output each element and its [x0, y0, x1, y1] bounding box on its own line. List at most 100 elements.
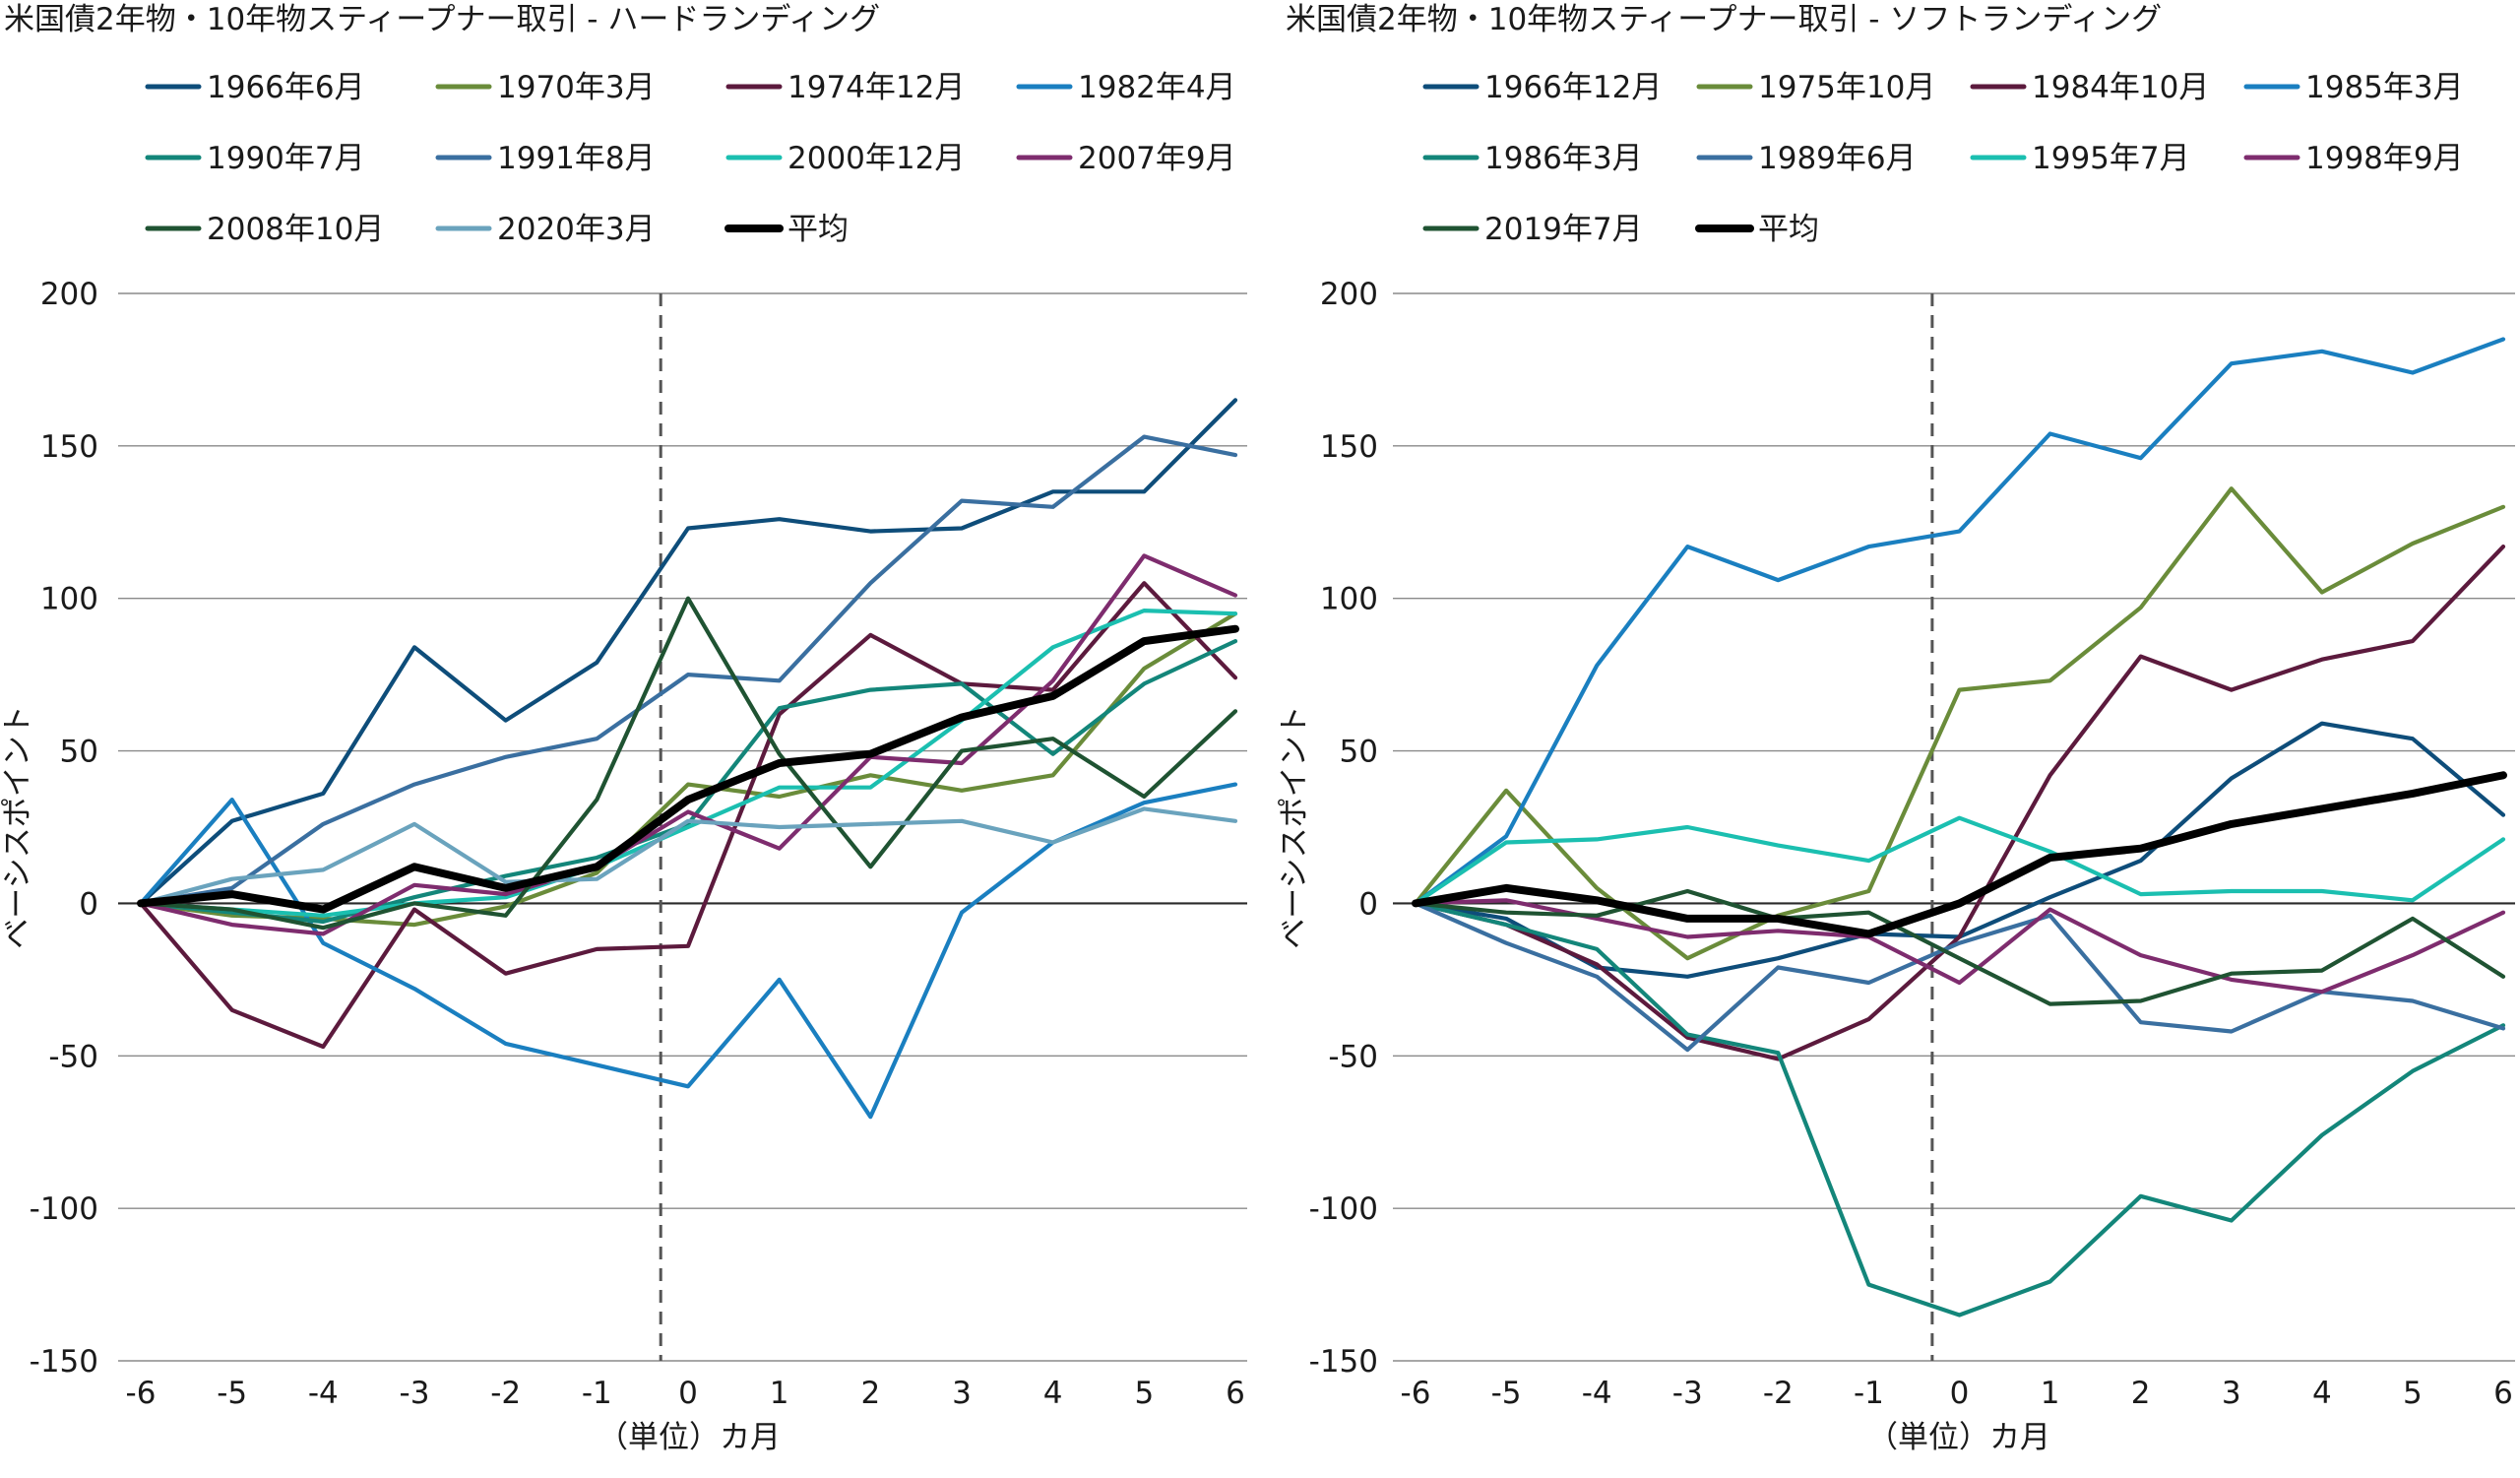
legend-label: 1986年3月 — [1484, 141, 1643, 176]
series-line — [1413, 544, 2506, 1061]
legend-item: 1975年10月 — [1696, 70, 1935, 105]
x-tick-label: 4 — [1043, 1376, 1063, 1411]
legend-item: 2020年3月 — [435, 212, 656, 247]
y-tick-label: 0 — [1358, 886, 1378, 922]
legend-label: 1989年6月 — [1758, 141, 1917, 176]
series-line — [1413, 898, 2506, 995]
x-tick-label: -6 — [1401, 1376, 1431, 1411]
legend-item: 1985年3月 — [2243, 70, 2464, 105]
y-tick-label: 100 — [1320, 582, 1378, 617]
legend-item: 2008年10月 — [145, 212, 384, 247]
legend-label: 1966年12月 — [1484, 70, 1662, 105]
series-line — [138, 611, 1238, 928]
legend-item: 1989年6月 — [1696, 141, 1917, 176]
legend-item: 1970年3月 — [435, 70, 656, 105]
x-tick-label: 0 — [678, 1376, 698, 1411]
legend-item: 1974年12月 — [725, 70, 965, 105]
legend-label: 2007年9月 — [1078, 141, 1236, 176]
legend-item: 1998年9月 — [2243, 141, 2464, 176]
legend-item: 1986年3月 — [1422, 141, 1643, 176]
x-tick-label: -3 — [1672, 1376, 1703, 1411]
x-tick-label: 6 — [2493, 1376, 2513, 1411]
y-tick-label: -50 — [48, 1039, 98, 1074]
series-line — [138, 553, 1238, 936]
x-tick-label: -1 — [1854, 1376, 1884, 1411]
y-tick-label: -150 — [30, 1344, 98, 1380]
legend-item: 平均 — [724, 212, 849, 247]
x-tick-label: -2 — [490, 1376, 521, 1411]
y-tick-label: -150 — [1309, 1344, 1378, 1380]
legend-item: 2007年9月 — [1016, 141, 1236, 176]
y-tick-label: 50 — [1340, 735, 1378, 770]
legend-label: 1984年10月 — [2032, 70, 2209, 105]
x-tick-label: 5 — [2403, 1376, 2423, 1411]
legend-label: 2020年3月 — [497, 212, 656, 247]
x-tick-label: -6 — [126, 1376, 157, 1411]
legend-label: 1991年8月 — [497, 141, 656, 176]
legend-item: 2019年7月 — [1422, 212, 1643, 247]
legend: 1966年6月 1970年3月 1974年12月 1982年4月 1990年7月 1991… — [145, 70, 1236, 247]
legend-item: 1966年6月 — [145, 70, 365, 105]
y-tick-label: 100 — [40, 582, 98, 617]
legend-label: 1985年3月 — [2305, 70, 2464, 105]
y-axis-label: ベーシスポイント — [0, 705, 35, 948]
legend-label: 平均 — [788, 212, 849, 247]
chart-title: 米国債2年物・10年物スティープナー取引 - ハードランディング — [4, 2, 880, 37]
x-tick-label: 0 — [1950, 1376, 1970, 1411]
series-line-average — [137, 624, 1239, 914]
legend-item: 1966年12月 — [1422, 70, 1662, 105]
series-line — [1413, 901, 2506, 1317]
legend-item: 2000年12月 — [725, 141, 965, 176]
series-line — [138, 434, 1238, 906]
legend-item: 1995年7月 — [1970, 141, 2190, 176]
x-tick-label: 1 — [770, 1376, 789, 1411]
x-tick-label: -5 — [1491, 1376, 1522, 1411]
y-axis-label: ベーシスポイント — [1277, 705, 1312, 948]
x-tick-label: 5 — [1134, 1376, 1154, 1411]
x-tick-label: 4 — [2312, 1376, 2332, 1411]
legend-label: 2008年10月 — [207, 212, 384, 247]
x-tick-label: -2 — [1763, 1376, 1794, 1411]
series-line — [138, 581, 1238, 1050]
x-tick-label: 6 — [1226, 1376, 1245, 1411]
x-tick-label: -5 — [217, 1376, 247, 1411]
series-line — [1413, 888, 2506, 1006]
x-tick-label: 3 — [952, 1376, 972, 1411]
series-line — [1413, 901, 2506, 1053]
x-tick-label: 3 — [2222, 1376, 2241, 1411]
legend-label: 2019年7月 — [1484, 212, 1643, 247]
y-tick-label: 50 — [60, 735, 98, 770]
x-tick-label: 2 — [860, 1376, 880, 1411]
y-tick-label: -100 — [30, 1191, 98, 1227]
legend-label: 1982年4月 — [1078, 70, 1236, 105]
series-line — [138, 596, 1238, 931]
chart-soft: 米国債2年物・10年物スティープナー取引 - ソフトランディング 1966年12月… — [1277, 2, 2515, 1455]
legend-item: 1991年8月 — [435, 141, 656, 176]
legend-label: 1974年12月 — [788, 70, 965, 105]
x-tick-label: -1 — [582, 1376, 612, 1411]
x-tick-label: 1 — [2041, 1376, 2060, 1411]
legend-item: 1982年4月 — [1016, 70, 1236, 105]
series-line — [138, 806, 1238, 906]
legend-label: 1995年7月 — [2032, 141, 2190, 176]
y-tick-label: -100 — [1309, 1191, 1378, 1227]
legend-item: 平均 — [1695, 212, 1819, 247]
x-axis-label: （単位）カ月 — [598, 1420, 781, 1455]
legend-label: 2000年12月 — [788, 141, 965, 176]
y-tick-label: 150 — [1320, 429, 1378, 465]
series-line — [138, 638, 1238, 925]
legend-label: 1970年3月 — [497, 70, 656, 105]
series-line — [1413, 815, 2506, 906]
series-line — [138, 398, 1238, 906]
legend-label: 1966年6月 — [207, 70, 365, 105]
x-tick-label: 2 — [2131, 1376, 2151, 1411]
legend-label: 1990年7月 — [207, 141, 365, 176]
y-tick-label: 200 — [1320, 277, 1378, 312]
x-tick-label: -3 — [400, 1376, 430, 1411]
series-line-average — [1412, 771, 2507, 938]
x-tick-label: -4 — [1582, 1376, 1612, 1411]
y-tick-label: -50 — [1328, 1039, 1378, 1074]
